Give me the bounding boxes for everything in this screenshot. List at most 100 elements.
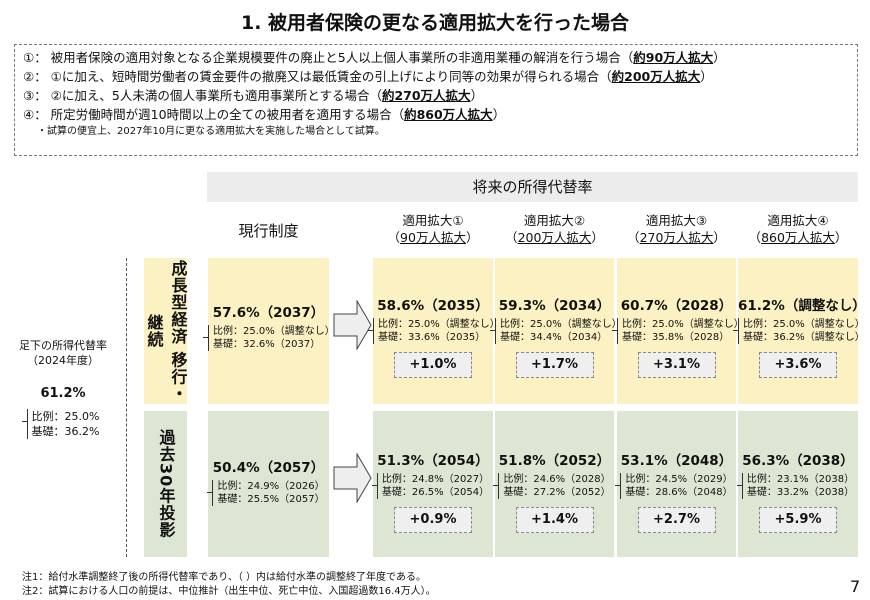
kiso-value: 基礎：33.6%（2035） [378,332,486,343]
breakdown: 比例：24.5%（2029） 基礎：28.6%（2048） [615,473,733,499]
current-system-header: 現行制度 [238,222,299,240]
scenario-header-3: 適用拡大③ （270万人拡大） [617,212,736,246]
conditions-box: ①： 被用者保険の適用対象となる企業規模要件の廃止と5人以上個人事業所の非適用業… [14,44,858,156]
current-system-cell: 57.6%（2037） 比例：25.0%（調整なし） 基礎：32.6%（2037） [203,258,335,404]
future-replacement-rate-header: 将来の所得代替率 [207,172,858,202]
increase-badge: +3.6% [759,352,837,378]
increase-badge: +1.0% [394,352,472,378]
increase-badge: +5.9% [759,507,837,533]
scenario-row-label: 成長型経済 移行・継続 [144,258,188,404]
scenario-sub: （200万人拡大） [505,230,604,245]
baseline-rate: 足下の所得代替率 （2024年度） 61.2% 比例：25.0% 基礎：36.2% [0,338,126,439]
footnote-2: 注2：試算における人口の前提は、中位推計（出生中位、死亡中位、入国超過数16.4… [22,586,436,597]
replacement-rate: 56.3%（2038） [742,453,854,469]
condition-suffix: ） [713,50,726,65]
expansion-cell: 58.6%（2035） 比例：25.0%（調整なし） 基礎：33.6%（2035）… [368,258,500,404]
breakdown: 比例：25.0%（調整なし） 基礎：34.4%（2034） [490,318,622,344]
replacement-rate: 50.4%（2057） [212,460,325,476]
scenario-header-4: 適用拡大④ （860万人拡大） [738,212,858,246]
baseline-breakdown: 比例：25.0% 基礎：36.2% [21,409,100,439]
scenario-header-1: 適用拡大① （90万人拡大） [373,212,493,246]
condition-suffix: ） [700,69,713,84]
replacement-rate: 58.6%（2035） [377,298,489,314]
condition-text: ③： ②に加え、5人未満の個人事業所も適用事業所とする場合（ [23,88,382,103]
replacement-rate: 57.6%（2037） [212,305,325,321]
replacement-rate: 51.8%（2052） [498,453,611,469]
breakdown: 比例：25.0%（調整なし） 基礎：36.2%（調整なし） [733,318,865,344]
breakdown: 比例：25.0%（調整なし） 基礎：32.6%（2037） [203,325,335,351]
hirei-value: 比例：25.0%（調整なし） [743,319,865,330]
kiso-value: 基礎：35.8%（2028） [622,332,730,343]
breakdown: 比例：23.1%（2038） 基礎：33.2%（2038） [736,473,855,499]
kiso-value: 基礎：33.2%（2038） [746,487,855,498]
increase-badge: +2.7% [637,507,716,533]
arrow-right-icon [333,453,372,503]
breakdown: 比例：25.0%（調整なし） 基礎：35.8%（2028） [612,318,744,344]
increase-badge: +1.4% [515,507,594,533]
scenario-name: 適用拡大③ [645,213,708,228]
divider [126,258,127,557]
scenario-name: 適用拡大② [523,213,586,228]
replacement-rate: 53.1%（2048） [620,453,733,469]
kiso-value: 基礎：27.2%（2052） [503,487,611,498]
replacement-rate: 51.3%（2054） [377,453,489,469]
condition-amount: 約90万人拡大 [633,50,714,65]
kiso-value: 基礎：36.2% [31,425,100,438]
kiso-value: 基礎：28.6%（2048） [625,487,733,498]
kiso-value: 基礎：36.2%（調整なし） [743,332,865,343]
kiso-value: 基礎：34.4%（2034） [500,332,608,343]
replacement-rate: 61.2%（調整なし） [738,298,866,314]
expansion-cell: 51.8%（2052） 比例：24.6%（2028） 基礎：27.2%（2052）… [493,411,614,557]
increase-badge: +0.9% [394,507,472,533]
kiso-value: 基礎：26.5%（2054） [381,487,490,498]
hirei-value: 比例：24.8%（2027） [381,474,490,485]
condition-suffix: ） [492,107,506,122]
expansion-cell: 56.3%（2038） 比例：23.1%（2038） 基礎：33.2%（2038）… [736,411,858,557]
hirei-value: 比例：24.5%（2029） [625,474,733,485]
breakdown: 比例：24.9%（2026） 基礎：25.5%（2057） [207,480,325,506]
hirei-value: 比例：23.1%（2038） [746,474,855,485]
condition-text: ①： 被用者保険の適用対象となる企業規模要件の廃止と5人以上個人事業所の非適用業… [23,50,634,65]
expansion-cell: 53.1%（2048） 比例：24.5%（2029） 基礎：28.6%（2048）… [615,411,736,557]
hirei-value: 比例：25.0% [31,410,100,423]
breakdown: 比例：24.8%（2027） 基礎：26.5%（2054） [371,473,490,499]
increase-badge: +3.1% [637,352,716,378]
page-number: 7 [850,577,861,596]
baseline-year: （2024年度） [27,354,99,367]
condition-note: ・試算の便宜上、2027年10月に更なる適用拡大を実施した場合として試算。 [37,126,385,137]
condition-text: ④： 所定労働時間が週10時間以上の全ての被用者を適用する場合（ [23,107,405,122]
expansion-cell: 59.3%（2034） 比例：25.0%（調整なし） 基礎：34.4%（2034）… [490,258,622,404]
condition-2: ②： ①に加え、短時間労働者の賃金要件の撤廃又は最低賃金の引上げにより同等の効果… [23,67,849,86]
condition-amount: 約270万人拡大 [381,88,471,103]
hirei-value: 比例：25.0%（調整なし） [622,319,744,330]
kiso-value: 基礎：32.6%（2037） [213,339,321,350]
baseline-rate-value: 61.2% [40,386,86,401]
scenario-name: 適用拡大① [402,213,464,228]
scenario-header-2: 適用拡大② （200万人拡大） [495,212,614,246]
scenario-sub: （270万人拡大） [627,230,726,245]
kiso-value: 基礎：25.5%（2057） [217,494,325,505]
scenario-sub: （860万人拡大） [748,230,848,245]
hirei-value: 比例：25.0%（調整なし） [213,326,335,337]
current-system-cell: 50.4%（2057） 比例：24.9%（2026） 基礎：25.5%（2057） [207,411,329,557]
expansion-cell: 61.2%（調整なし） 比例：25.0%（調整なし） 基礎：36.2%（調整なし）… [733,258,866,404]
scenario-sub-text: 270万人拡大 [639,230,714,245]
condition-4: ④： 所定労働時間が週10時間以上の全ての被用者を適用する場合（約860万人拡大… [23,105,849,124]
baseline-label: 足下の所得代替率 [19,339,107,352]
hirei-value: 比例：24.9%（2026） [217,481,325,492]
replacement-rate: 60.7%（2028） [620,298,733,314]
scenario-row-label: 過去30年投影 [144,411,187,557]
scenario-sub-text: 90万人拡大 [400,230,466,245]
hirei-value: 比例：24.6%（2028） [503,474,611,485]
replacement-rate: 59.3%（2034） [498,298,611,314]
footnote-1: 注1：給付水準調整終了後の所得代替率であり、（ ）内は給付水準の調整終了年度であ… [22,572,426,583]
scenario-sub-text: 860万人拡大 [761,230,835,245]
scenario-name: 適用拡大④ [767,213,829,228]
breakdown: 比例：25.0%（調整なし） 基礎：33.6%（2035） [368,318,500,344]
arrow-right-icon [333,300,372,350]
page-title: 1. 被用者保険の更なる適用拡大を行った場合 [240,12,630,34]
condition-3: ③： ②に加え、5人未満の個人事業所も適用事業所とする場合（約270万人拡大） [23,86,849,105]
condition-amount: 約860万人拡大 [404,107,493,122]
expansion-cell: 51.3%（2054） 比例：24.8%（2027） 基礎：26.5%（2054）… [371,411,493,557]
condition-text: ②： ①に加え、短時間労働者の賃金要件の撤廃又は最低賃金の引上げにより同等の効果… [23,69,612,84]
